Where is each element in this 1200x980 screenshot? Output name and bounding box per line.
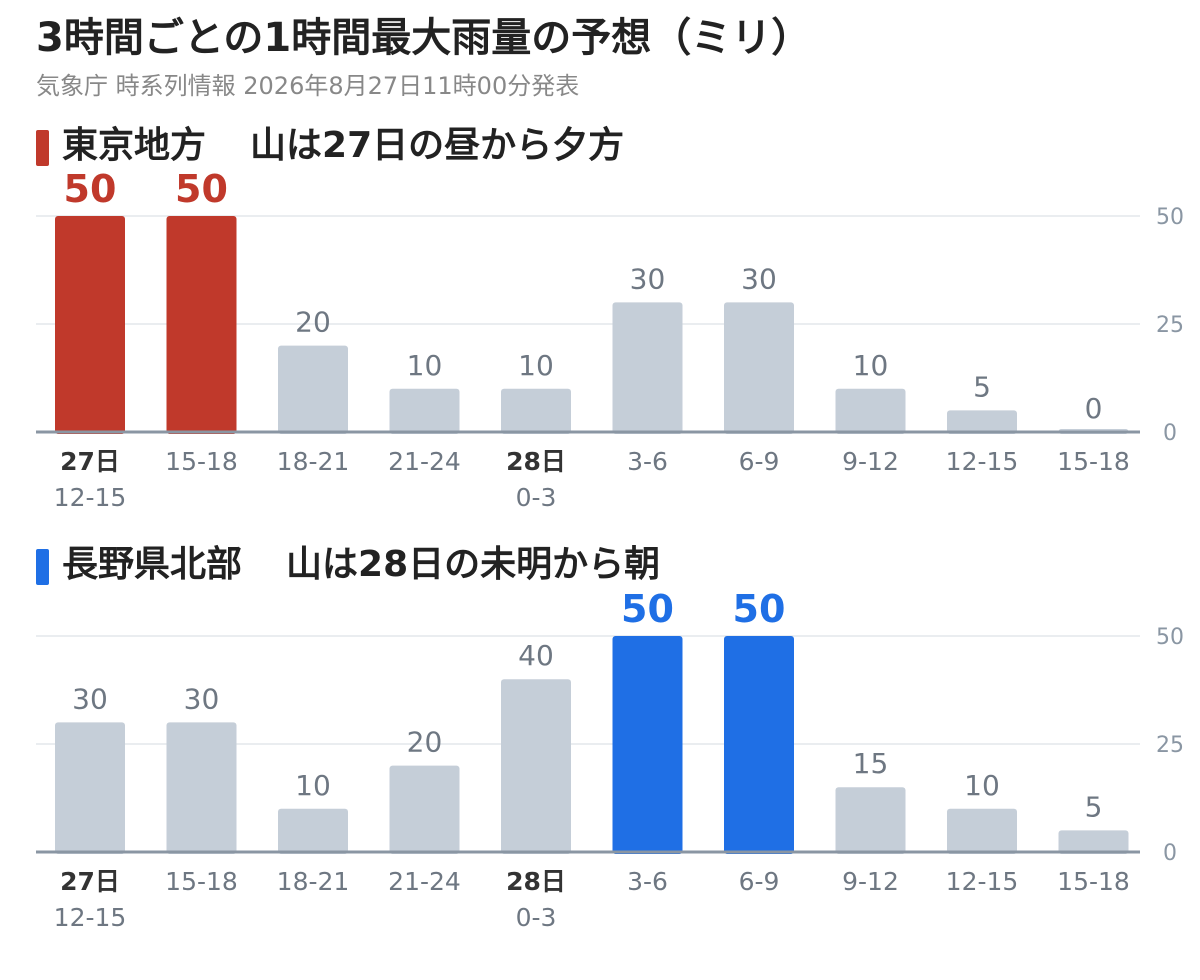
tokyo-bar	[278, 345, 348, 434]
tokyo-value-label: 5	[973, 370, 991, 403]
nagano-color-marker	[36, 549, 49, 585]
nagano-bar	[1058, 830, 1129, 854]
tokyo-day-label: 28日	[506, 447, 566, 476]
nagano-category-label: 21-24	[388, 867, 461, 896]
nagano-category-label: 9-12	[842, 867, 899, 896]
tokyo-bar	[166, 216, 237, 434]
nagano-y-tick-label: 25	[1156, 733, 1184, 758]
tokyo-value-label: 30	[741, 262, 777, 295]
tokyo-bar	[501, 388, 571, 434]
tokyo-category-label: 3-6	[627, 447, 668, 476]
nagano-region-name: 長野県北部	[62, 544, 243, 585]
nagano-value-label: 50	[621, 587, 674, 631]
tokyo-color-marker	[36, 130, 49, 166]
tokyo-bar	[947, 410, 1017, 434]
source-caption: 気象庁 時系列情報 2026年8月27日11時00分発表	[36, 72, 580, 100]
tokyo-y-tick-label: 25	[1156, 313, 1184, 338]
tokyo-category-label: 15-18	[165, 447, 238, 476]
tokyo-category-label: 0-3	[516, 483, 557, 512]
nagano-value-label: 15	[853, 747, 889, 780]
nagano-category-label: 0-3	[516, 903, 557, 932]
nagano-category-label: 18-21	[277, 867, 350, 896]
nagano-bar	[55, 722, 125, 854]
nagano-bar	[835, 787, 906, 854]
nagano-value-label: 30	[184, 682, 220, 715]
tokyo-value-label: 10	[407, 349, 443, 382]
nagano-y-tick-label: 0	[1163, 841, 1177, 866]
nagano-value-label: 10	[964, 769, 1000, 802]
tokyo-bar	[724, 302, 794, 434]
nagano-bar	[278, 808, 348, 854]
tokyo-value-label: 10	[518, 349, 554, 382]
nagano-value-label: 20	[407, 726, 443, 759]
tokyo-category-label: 12-15	[946, 447, 1019, 476]
nagano-rain-chart: 0 25 50 30 27日 12-15 30 15-18 10 18-21 20 21-24 40 28…	[36, 587, 1184, 932]
nagano-bar	[166, 722, 237, 854]
nagano-value-label: 50	[733, 587, 786, 631]
tokyo-value-label: 30	[630, 262, 666, 295]
nagano-value-label: 40	[518, 639, 554, 672]
nagano-bar	[389, 765, 460, 854]
tokyo-category-label: 18-21	[277, 447, 350, 476]
nagano-value-label: 5	[1085, 790, 1103, 823]
nagano-day-label: 28日	[506, 867, 566, 896]
tokyo-category-label: 12-15	[54, 483, 127, 512]
nagano-region-headline: 山は28日の未明から朝	[286, 544, 661, 585]
page-title: 3時間ごとの1時間最大雨量の予想（ミリ）	[36, 15, 812, 61]
tokyo-category-label: 15-18	[1057, 447, 1130, 476]
tokyo-region-title: 東京地方 山は27日の昼から夕方	[62, 124, 624, 168]
tokyo-category-label: 21-24	[388, 447, 461, 476]
tokyo-value-label: 50	[175, 167, 228, 211]
nagano-category-label: 12-15	[946, 867, 1019, 896]
tokyo-day-label: 27日	[60, 447, 120, 476]
nagano-value-label: 10	[295, 769, 331, 802]
nagano-category-label: 15-18	[165, 867, 238, 896]
tokyo-value-label: 10	[853, 349, 889, 382]
tokyo-region-name: 東京地方	[62, 125, 207, 166]
tokyo-category-label: 6-9	[739, 447, 780, 476]
nagano-day-label: 27日	[60, 867, 120, 896]
tokyo-y-tick-label: 50	[1156, 205, 1184, 230]
nagano-category-label: 12-15	[54, 903, 127, 932]
tokyo-region-headline: 山は27日の昼から夕方	[250, 125, 625, 166]
tokyo-rain-chart: 025505027日12-155015-182018-211021-241028…	[36, 167, 1184, 512]
tokyo-bar	[389, 388, 460, 434]
nagano-region-title: 長野県北部 山は28日の未明から朝	[62, 543, 660, 587]
nagano-category-label: 15-18	[1057, 867, 1130, 896]
nagano-category-label: 6-9	[739, 867, 780, 896]
tokyo-y-tick-label: 0	[1163, 421, 1177, 446]
nagano-bar	[501, 679, 571, 854]
tokyo-value-label: 50	[64, 167, 117, 211]
nagano-bar	[612, 636, 683, 854]
nagano-category-label: 3-6	[627, 867, 668, 896]
nagano-value-label: 30	[72, 682, 108, 715]
tokyo-value-label: 20	[295, 306, 331, 339]
tokyo-bar	[612, 302, 683, 434]
nagano-y-tick-label: 50	[1156, 625, 1184, 650]
nagano-bar	[947, 808, 1017, 854]
tokyo-category-label: 9-12	[842, 447, 899, 476]
tokyo-value-label: 0	[1085, 392, 1103, 425]
tokyo-bar	[835, 388, 906, 434]
nagano-bar	[724, 636, 794, 854]
tokyo-bar	[55, 216, 125, 434]
